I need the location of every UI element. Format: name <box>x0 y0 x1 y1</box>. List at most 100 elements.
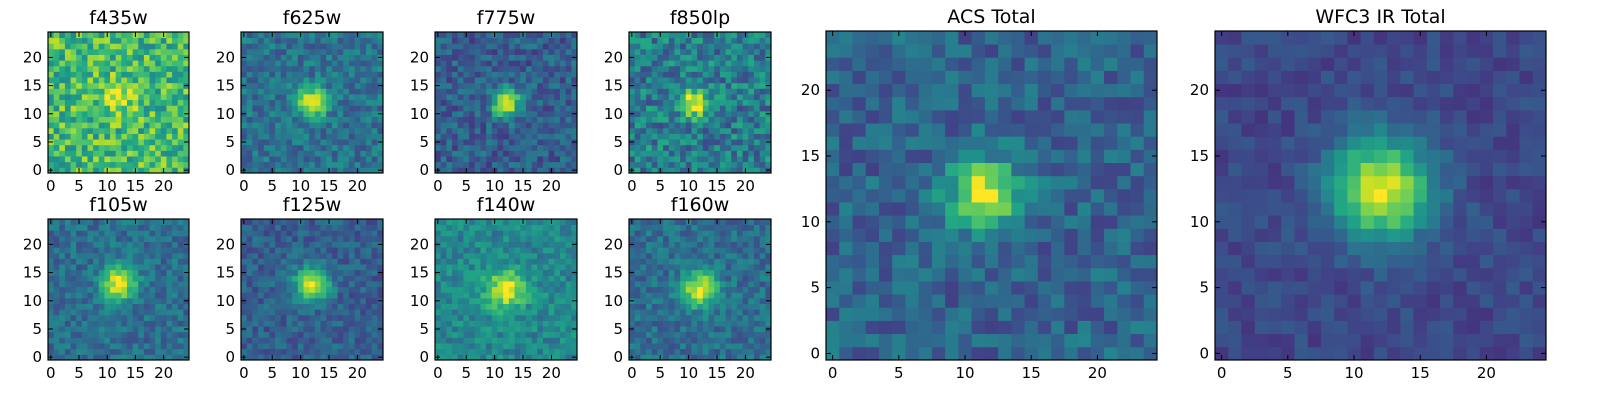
pixel-cell <box>76 264 83 271</box>
pixel-cell <box>651 82 658 89</box>
pixel-cell <box>725 275 732 282</box>
pixel-cell <box>183 32 190 39</box>
pixel-cell <box>736 354 743 361</box>
pixel-cell <box>64 77 71 84</box>
pixel-cell <box>331 139 338 146</box>
pixel-cell <box>81 65 88 72</box>
pixel-cell <box>736 337 743 344</box>
pixel-cell <box>326 314 333 321</box>
pixel-cell <box>674 326 681 333</box>
pixel-cell <box>480 348 487 355</box>
pixel-cell <box>680 150 687 157</box>
pixel-cell <box>286 303 293 310</box>
pixel-cell <box>48 343 55 350</box>
pixel-cell <box>252 127 259 134</box>
pixel-cell <box>93 99 100 106</box>
pixel-cell <box>246 219 253 226</box>
pixel-cell <box>525 275 532 282</box>
pixel-cell <box>520 286 527 293</box>
pixel-cell <box>258 275 265 282</box>
pixel-cell <box>48 224 55 231</box>
pixel-cell <box>748 48 755 55</box>
pixel-cell <box>314 241 321 248</box>
pixel-cell <box>263 252 270 259</box>
pixel-cell <box>542 219 549 226</box>
pixel-cell <box>121 219 128 226</box>
pixel-cell <box>64 252 71 259</box>
pixel-cell <box>548 60 555 67</box>
pixel-cell <box>753 297 761 304</box>
pixel-cell <box>714 105 721 112</box>
pixel-cell <box>708 122 715 129</box>
pixel-cell <box>155 37 162 44</box>
pixel-cell <box>503 241 510 248</box>
pixel-cell <box>377 230 384 237</box>
pixel-cell <box>121 354 128 361</box>
pixel-cell <box>457 224 464 231</box>
pixel-cell <box>742 337 749 344</box>
pixel-cell <box>377 235 384 242</box>
pixel-cell <box>657 326 664 333</box>
pixel-cell <box>748 348 755 355</box>
pixel-cell <box>303 264 310 271</box>
pixel-cell <box>337 144 344 151</box>
pixel-cell <box>748 116 755 123</box>
pixel-cell <box>155 48 162 55</box>
pixel-cell <box>343 281 350 288</box>
pixel-cell <box>98 241 105 248</box>
pixel-cell <box>514 224 521 231</box>
pixel-cell <box>292 292 299 299</box>
pixel-cell <box>565 286 572 293</box>
pixel-cell <box>697 65 704 72</box>
pixel-cell <box>435 337 442 344</box>
y-tick-label: 15 <box>604 77 623 95</box>
pixel-cell <box>542 230 549 237</box>
pixel-cell <box>320 269 327 276</box>
pixel-cell <box>503 54 510 61</box>
pixel-cell <box>508 60 515 67</box>
pixel-cell <box>629 144 636 151</box>
pixel-cell <box>668 99 675 106</box>
pixel-cell <box>725 116 732 123</box>
pixel-cell <box>542 105 549 112</box>
pixel-cell <box>309 122 316 129</box>
y-tick-label: 10 <box>410 292 429 310</box>
pixel-cell <box>452 343 459 350</box>
pixel-cell <box>143 264 150 271</box>
pixel-cell <box>246 116 253 123</box>
pixel-cell <box>646 48 653 55</box>
pixel-cell <box>463 269 470 276</box>
pixel-cell <box>559 252 567 259</box>
pixel-cell <box>474 292 481 299</box>
pixel-cell <box>132 281 139 288</box>
pixel-cell <box>320 139 327 146</box>
pixel-cell <box>138 37 145 44</box>
pixel-cell <box>59 133 66 140</box>
pixel-cell <box>286 320 293 327</box>
pixel-cell <box>183 275 190 282</box>
pixel-cell <box>160 105 167 112</box>
pixel-cell <box>565 235 572 242</box>
pixel-cell <box>87 88 94 95</box>
pixel-cell <box>742 71 749 78</box>
pixel-cell <box>126 37 133 44</box>
pixel-cell <box>748 275 755 282</box>
pixel-cell <box>463 292 470 299</box>
pixel-cell <box>542 48 549 55</box>
pixel-cell <box>765 37 772 44</box>
pixel-cell <box>48 264 55 271</box>
pixel-cell <box>657 94 664 101</box>
pixel-cell <box>663 150 670 157</box>
pixel-cell <box>303 269 310 276</box>
y-tick-label: 10 <box>604 105 623 123</box>
pixel-cell <box>474 65 481 72</box>
pixel-cell <box>685 286 692 293</box>
pixel-cell <box>143 275 150 282</box>
pixel-cell <box>149 348 156 355</box>
pixel-cell <box>731 320 738 327</box>
pixel-cell <box>531 269 538 276</box>
pixel-cell <box>258 105 265 112</box>
pixel-cell <box>115 105 122 112</box>
pixel-cell <box>252 105 259 112</box>
pixel-cell <box>719 110 726 117</box>
